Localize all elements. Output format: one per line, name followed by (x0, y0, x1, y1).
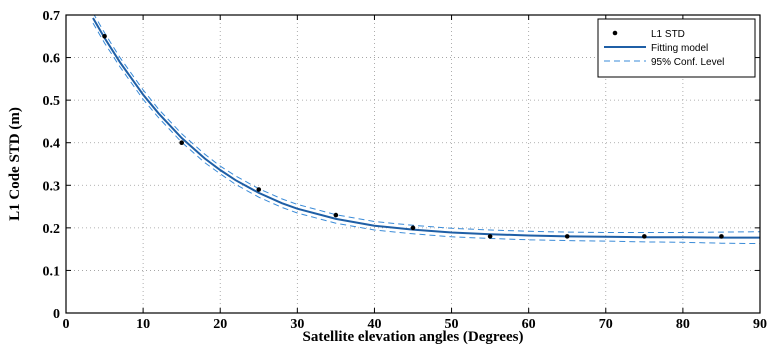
fitting-model-curve (92, 17, 760, 239)
x-tick-label: 80 (676, 317, 690, 332)
x-tick-label: 20 (213, 317, 227, 332)
plot-content (92, 15, 760, 245)
x-tick-label: 60 (522, 317, 536, 332)
x-axis-title: Satellite elevation angles (Degrees) (303, 329, 524, 345)
l1-std-point (719, 234, 724, 239)
legend-marker-l1-std (612, 30, 618, 36)
x-tick-label: 70 (599, 317, 613, 332)
y-tick-label: 0.5 (43, 94, 61, 109)
fitting-model-line (92, 17, 760, 239)
y-tick-label: 0.4 (43, 137, 61, 152)
y-tick-label: 0 (53, 307, 60, 322)
x-tick-label: 0 (63, 317, 70, 332)
legend-label-conf-level: 95% Conf. Level (651, 57, 724, 68)
l1-std-point (102, 33, 107, 39)
y-tick-label: 0.3 (43, 179, 61, 194)
plot-frame (65, 14, 761, 314)
l1-std-point (410, 225, 416, 231)
l1-std-point (333, 212, 339, 218)
x-tick-label: 10 (136, 317, 150, 332)
x-tick-label: 30 (290, 317, 304, 332)
x-tick-label: 50 (445, 317, 459, 332)
l1-std-point (256, 187, 262, 192)
y-tick-label: 0.7 (43, 9, 61, 24)
conf-lower-line (92, 22, 760, 245)
legend-label-l1-std: L1 STD (651, 29, 685, 40)
conf-upper-line (93, 15, 760, 233)
y-tick-label: 0.2 (43, 222, 61, 237)
l1-std-point (179, 140, 184, 146)
legend: L1 STD Fitting model 95% Conf. Level (597, 18, 756, 78)
y-tick-label: 0.1 (43, 264, 61, 279)
l1-std-point (642, 234, 647, 239)
confidence-band (92, 15, 760, 245)
legend-label-fitting-model: Fitting model (651, 43, 708, 54)
y-tick-label: 0.6 (43, 52, 61, 67)
y-axis-title: L1 Code STD (m) (7, 107, 23, 221)
x-tick-label: 40 (367, 317, 381, 332)
data-points (102, 33, 724, 239)
l1-std-point (487, 234, 493, 239)
axis-ticks: 0 10 20 30 40 50 60 70 80 90 0 0.1 0.2 0.3 0.4 0.5 0.6 0.… (43, 9, 768, 332)
l1-std-point (564, 234, 570, 239)
grid (66, 15, 760, 313)
x-tick-label: 90 (753, 317, 767, 332)
